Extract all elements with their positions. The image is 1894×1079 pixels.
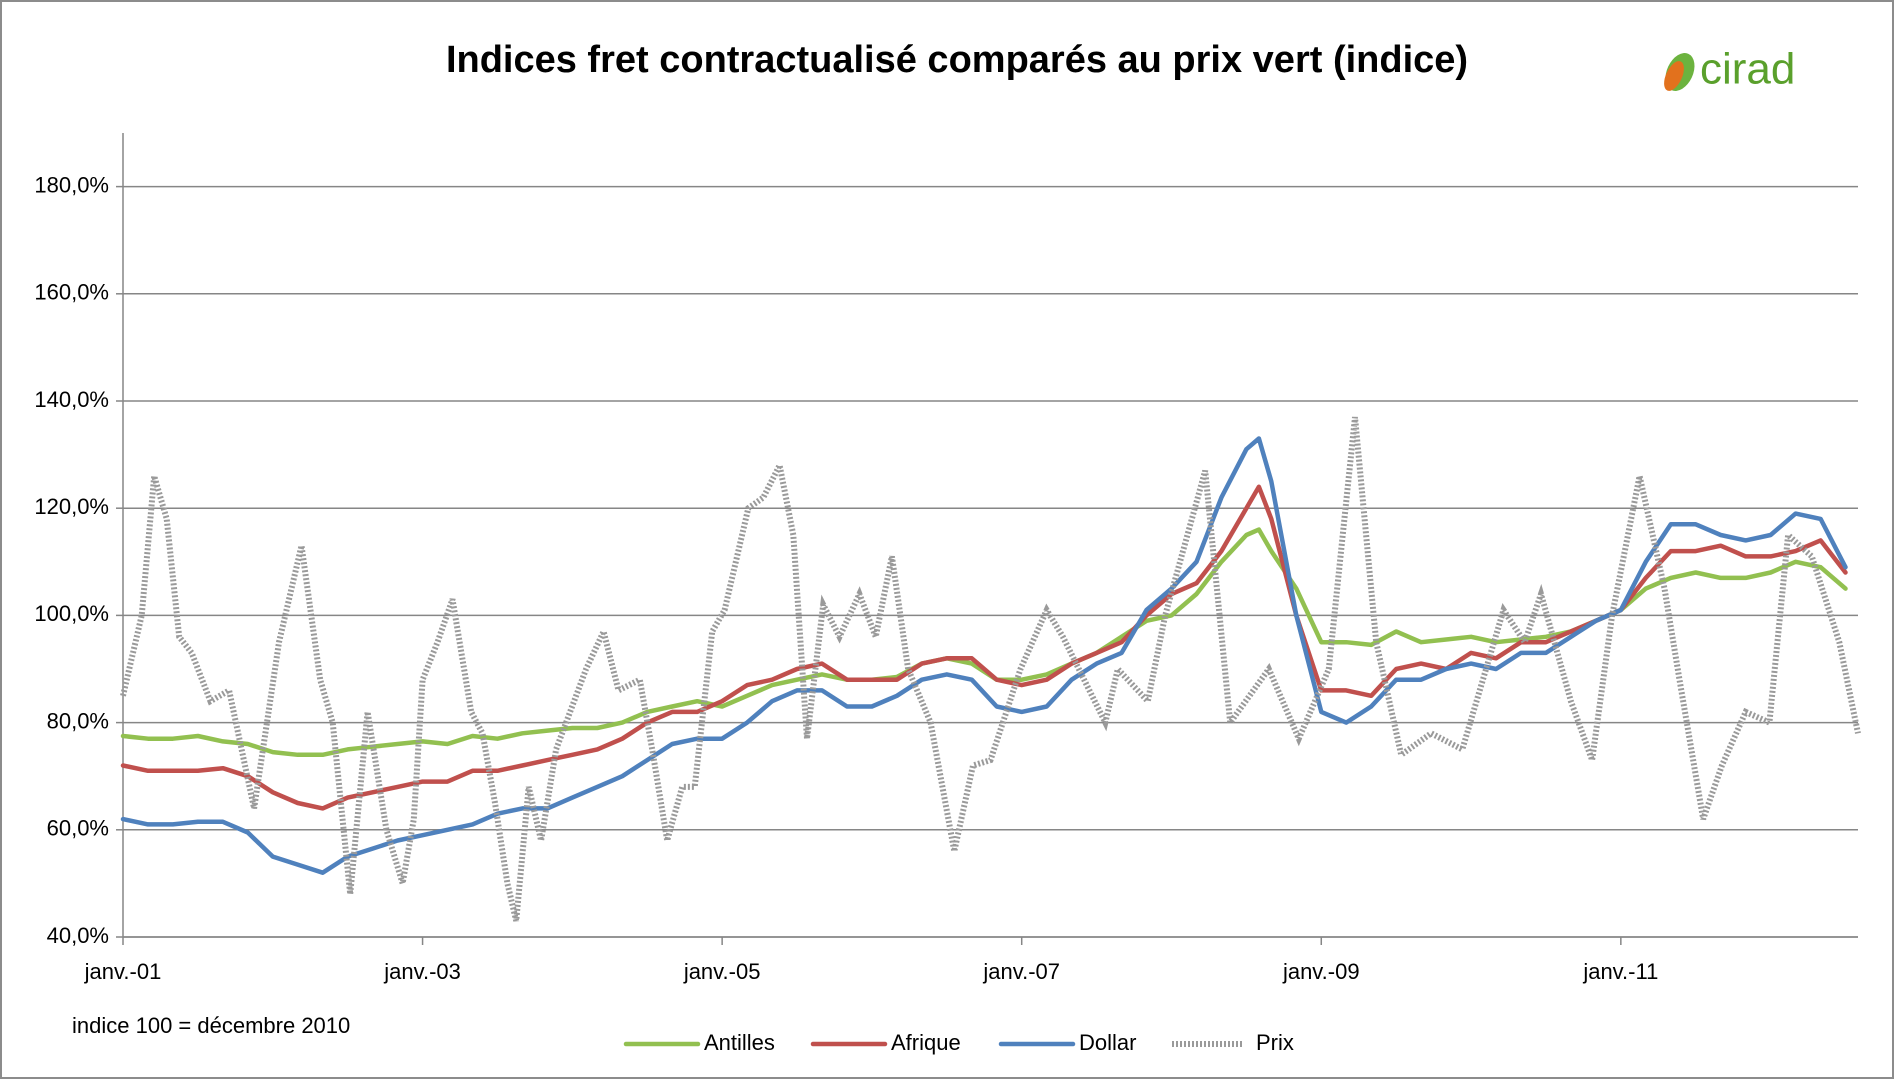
x-tick-label: janv.-01 [84, 959, 162, 984]
logo-icon [1664, 53, 1695, 91]
x-tick-label: janv.-11 [1582, 959, 1658, 984]
legend-label: Prix [1256, 1030, 1294, 1055]
series-line [120, 416, 1861, 922]
y-tick-label: 160,0% [34, 280, 109, 305]
y-tick-label: 40,0% [47, 923, 109, 948]
y-tick-label: 140,0% [34, 387, 109, 412]
y-tick-label: 80,0% [47, 708, 109, 733]
logo-text: cirad [1700, 45, 1795, 94]
legend-label: Antilles [704, 1030, 775, 1055]
y-tick-label: 120,0% [34, 494, 109, 519]
x-tick-label: janv.-09 [1282, 959, 1360, 984]
legend-label: Dollar [1079, 1030, 1136, 1055]
y-tick-label: 100,0% [34, 601, 109, 626]
note: indice 100 = décembre 2010 [72, 1013, 350, 1038]
x-tick-label: janv.-07 [982, 959, 1060, 984]
chart-title: Indices fret contractualisé comparés au … [446, 39, 1468, 81]
x-tick-label: janv.-03 [383, 959, 461, 984]
legend-label: Afrique [891, 1030, 961, 1055]
x-tick-label: janv.-05 [683, 959, 761, 984]
y-tick-label: 60,0% [47, 816, 109, 841]
y-tick-label: 180,0% [34, 172, 109, 197]
